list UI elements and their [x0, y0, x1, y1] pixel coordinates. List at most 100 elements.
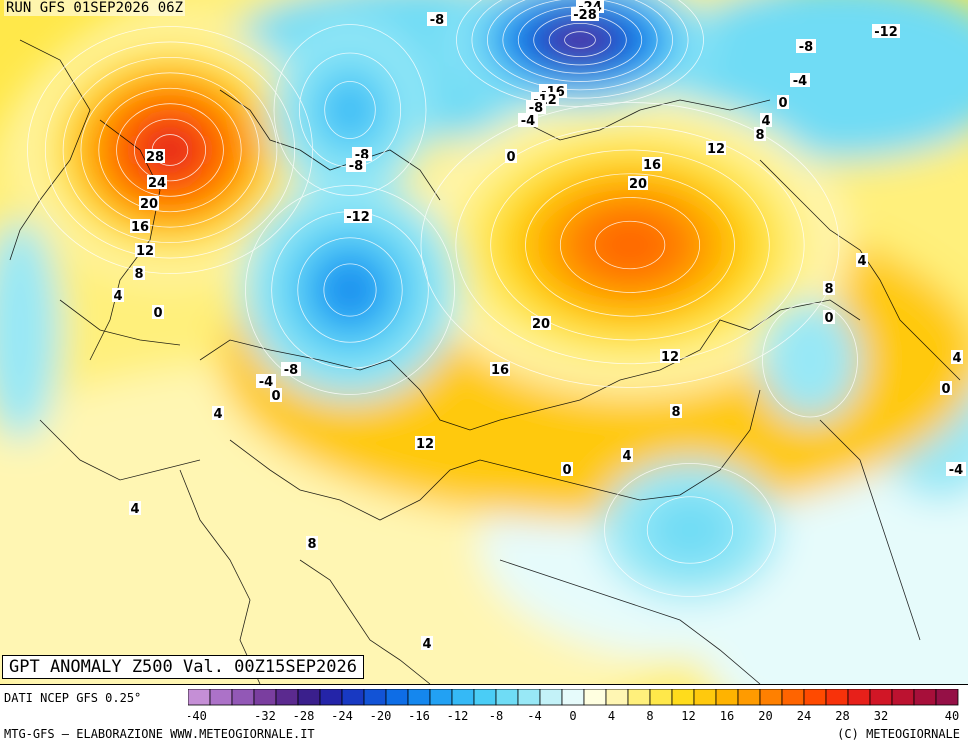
contour-label: -8 [526, 100, 546, 116]
legend-swatch [825, 689, 849, 706]
legend-tick-label: 32 [874, 709, 888, 723]
contour-label: 8 [306, 536, 318, 552]
credit-left: MTG-GFS – ELABORAZIONE WWW.METEOGIORNALE… [4, 727, 315, 741]
contour-label: 8 [133, 266, 145, 282]
contour-label: 4 [129, 501, 141, 517]
contour-line [762, 302, 858, 418]
anomaly-level [645, 495, 735, 565]
contour-label-text: -4 [521, 114, 535, 129]
legend-swatch [188, 689, 211, 706]
contour-label-text: 20 [532, 317, 550, 332]
contour-label: 4 [421, 636, 433, 652]
legend-swatch [605, 689, 629, 706]
contour-label-text: 16 [491, 363, 509, 378]
contour-label: 20 [628, 176, 648, 192]
contour-label: -8 [796, 39, 816, 55]
legend-swatch [781, 689, 805, 706]
contour-line [44, 41, 296, 259]
legend-swatch [891, 689, 915, 706]
legend-swatch [583, 689, 607, 706]
contour-label-text: 4 [130, 502, 139, 517]
contour-label: -4 [518, 113, 538, 129]
contour-label-text: 4 [422, 637, 431, 652]
legend-tick-label: -28 [293, 709, 315, 723]
contour-line [502, 0, 658, 82]
contour-label-text: 4 [761, 114, 770, 129]
run-label: RUN GFS 01SEP2026 06Z [4, 0, 186, 16]
contour-label: 24 [147, 175, 167, 191]
anomaly-field [0, 0, 968, 684]
contour-label-text: 12 [136, 244, 154, 259]
legend-swatch [363, 689, 387, 706]
contour-label-text: 20 [140, 197, 158, 212]
contour-label: 20 [531, 316, 551, 332]
legend-swatch [319, 689, 343, 706]
legend-tick-label: 20 [758, 709, 772, 723]
contour-label: 12 [706, 141, 726, 157]
legend-tick-label: -32 [254, 709, 276, 723]
legend-swatch [869, 689, 893, 706]
legend-tick-label: -8 [489, 709, 503, 723]
contour-line [455, 125, 805, 365]
contour-label: -8 [346, 158, 366, 174]
contour-line [116, 103, 224, 197]
contour-label: 0 [823, 310, 835, 326]
contour-label: 28 [145, 149, 165, 165]
contour-line [297, 237, 403, 343]
contour-label-text: 16 [131, 220, 149, 235]
contour-label: -8 [427, 12, 447, 28]
legend-tick-label: 24 [797, 709, 811, 723]
contour-label-text: 0 [778, 96, 787, 111]
country-borders [9, 39, 961, 684]
contour-line [62, 56, 278, 244]
contour-line [27, 26, 313, 274]
contour-label-text: 4 [113, 289, 122, 304]
contour-label: 0 [561, 462, 573, 478]
legend-swatch [209, 689, 233, 706]
legend-swatch [429, 689, 453, 706]
contour-label-text: 4 [622, 449, 631, 464]
contour-label-text: 4 [952, 351, 961, 366]
contour-lines [27, 0, 858, 597]
contour-label-text: 0 [941, 382, 950, 397]
contour-label: 0 [777, 95, 789, 111]
contour-line [525, 173, 735, 317]
contour-line [245, 185, 455, 395]
contour-line [559, 197, 701, 293]
contour-label: 8 [670, 404, 682, 420]
legend-tick-label: 28 [835, 709, 849, 723]
contour-label: -4 [790, 73, 810, 89]
legend-tick-label: -20 [370, 709, 392, 723]
contour-label-text: -8 [284, 363, 298, 378]
contour-label-text: 4 [213, 407, 222, 422]
contour-label-text: 0 [506, 150, 515, 165]
contour-line [324, 81, 376, 139]
legend-swatch [627, 689, 651, 706]
legend-tick-label: -40 [188, 709, 207, 723]
contour-label: 16 [642, 157, 662, 173]
contour-label: -8 [281, 362, 301, 378]
anomaly-level [760, 300, 860, 420]
legend-swatch [649, 689, 673, 706]
anomaly-level [323, 80, 377, 140]
contour-line [98, 87, 242, 213]
contour-label-text: -12 [874, 25, 898, 40]
legend-swatch [539, 689, 563, 706]
legend-swatch [737, 689, 761, 706]
legend-swatch [473, 689, 497, 706]
contour-label-text: 12 [416, 437, 434, 452]
contour-label-text: 16 [643, 158, 661, 173]
contour-label: -12 [872, 24, 900, 40]
legend-tick-label: 0 [569, 709, 576, 723]
data-source: DATI NCEP GFS 0.25° [4, 691, 142, 705]
contour-label: 4 [621, 448, 633, 464]
contour-line [490, 149, 770, 341]
contour-label: 0 [505, 149, 517, 165]
contour-label: 0 [270, 388, 282, 404]
legend-swatch [715, 689, 739, 706]
contour-label: 4 [951, 350, 963, 366]
contour-label: -4 [946, 462, 966, 478]
contour-label: 16 [490, 362, 510, 378]
legend-tick-label: -4 [527, 709, 541, 723]
legend-swatch [341, 689, 365, 706]
